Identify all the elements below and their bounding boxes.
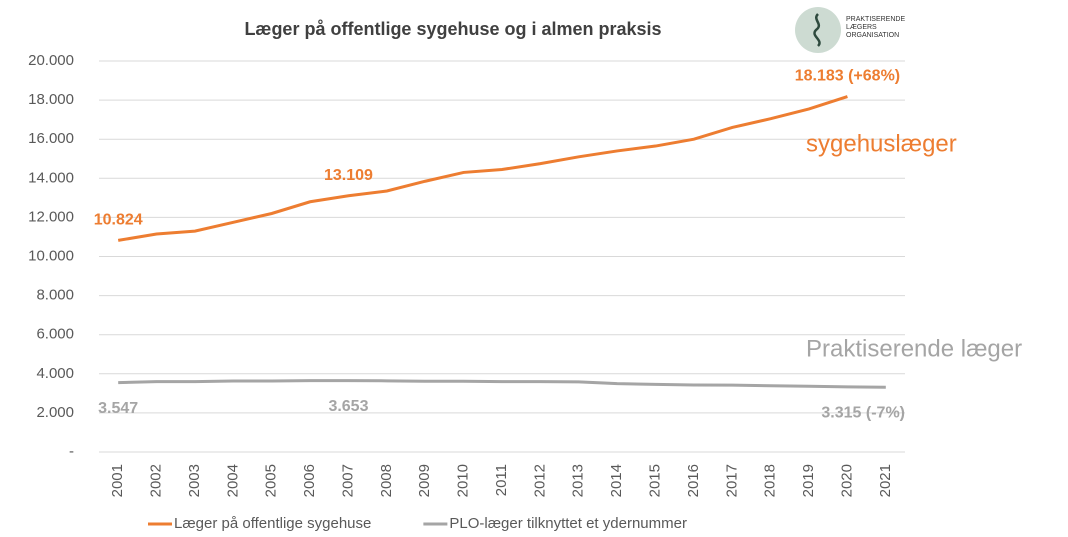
x-tick-label: 2020 [838, 464, 855, 497]
x-tick-label: 2004 [224, 464, 241, 497]
x-tick-label: 2013 [570, 464, 587, 497]
y-tick-label: 20.000 [28, 52, 74, 69]
y-tick-label: 18.000 [28, 91, 74, 108]
x-tick-label: 2007 [339, 464, 356, 497]
x-tick-label: 2012 [531, 464, 548, 497]
x-tick-label: 2011 [493, 464, 510, 496]
data-label: 3.315 (-7%) [821, 404, 905, 421]
logo [795, 7, 841, 53]
x-tick-label: 2003 [186, 464, 203, 497]
legend-label: Læger på offentlige sygehuse [174, 515, 371, 532]
x-tick-label: 2021 [877, 464, 894, 497]
y-tick-label: 8.000 [36, 287, 74, 304]
x-tick-label: 2010 [455, 464, 472, 497]
y-tick-label: 10.000 [28, 247, 74, 264]
x-tick-label: 2005 [263, 464, 280, 497]
series-line [118, 379, 886, 389]
x-tick-label: 2019 [800, 464, 817, 497]
y-tick-label: - [69, 443, 74, 460]
x-tick-label: 2001 [109, 464, 126, 497]
chart-title: Læger på offentlige sygehuse og i almen … [244, 19, 661, 39]
y-tick-label: 14.000 [28, 169, 74, 186]
logo-text: PRAKTISERENDE LÆGERS ORGANISATION [846, 16, 906, 39]
x-tick-label: 2016 [685, 464, 702, 497]
legend-label: PLO-læger tilknyttet et ydernummer [449, 515, 687, 532]
annotation: Praktiserende læger [806, 335, 1022, 362]
x-tick-label: 2008 [378, 464, 395, 497]
y-tick-label: 12.000 [28, 208, 74, 225]
data-label: 10.824 [94, 212, 143, 229]
x-tick-label: 2002 [148, 464, 165, 497]
y-tick-label: 16.000 [28, 130, 74, 147]
x-tick-label: 2017 [723, 464, 740, 497]
y-tick-label: 2.000 [36, 404, 74, 421]
annotation: sygehuslæger [806, 130, 957, 157]
logo-text-box: PRAKTISERENDE LÆGERS ORGANISATION [846, 16, 906, 39]
series-line [117, 95, 848, 242]
x-tick-label: 2006 [301, 464, 318, 497]
data-label: 18.183 (+68%) [795, 68, 900, 85]
y-tick-label: 4.000 [36, 365, 74, 382]
data-label: 3.547 [98, 400, 138, 417]
y-tick-label: 6.000 [36, 326, 74, 343]
x-tick-label: 2014 [608, 464, 625, 497]
data-label: 3.653 [328, 398, 368, 415]
x-tick-label: 2009 [416, 464, 433, 497]
logo-icon [813, 13, 821, 47]
data-label: 13.109 [324, 167, 373, 184]
x-tick-label: 2018 [762, 464, 779, 497]
x-tick-label: 2015 [646, 464, 663, 497]
